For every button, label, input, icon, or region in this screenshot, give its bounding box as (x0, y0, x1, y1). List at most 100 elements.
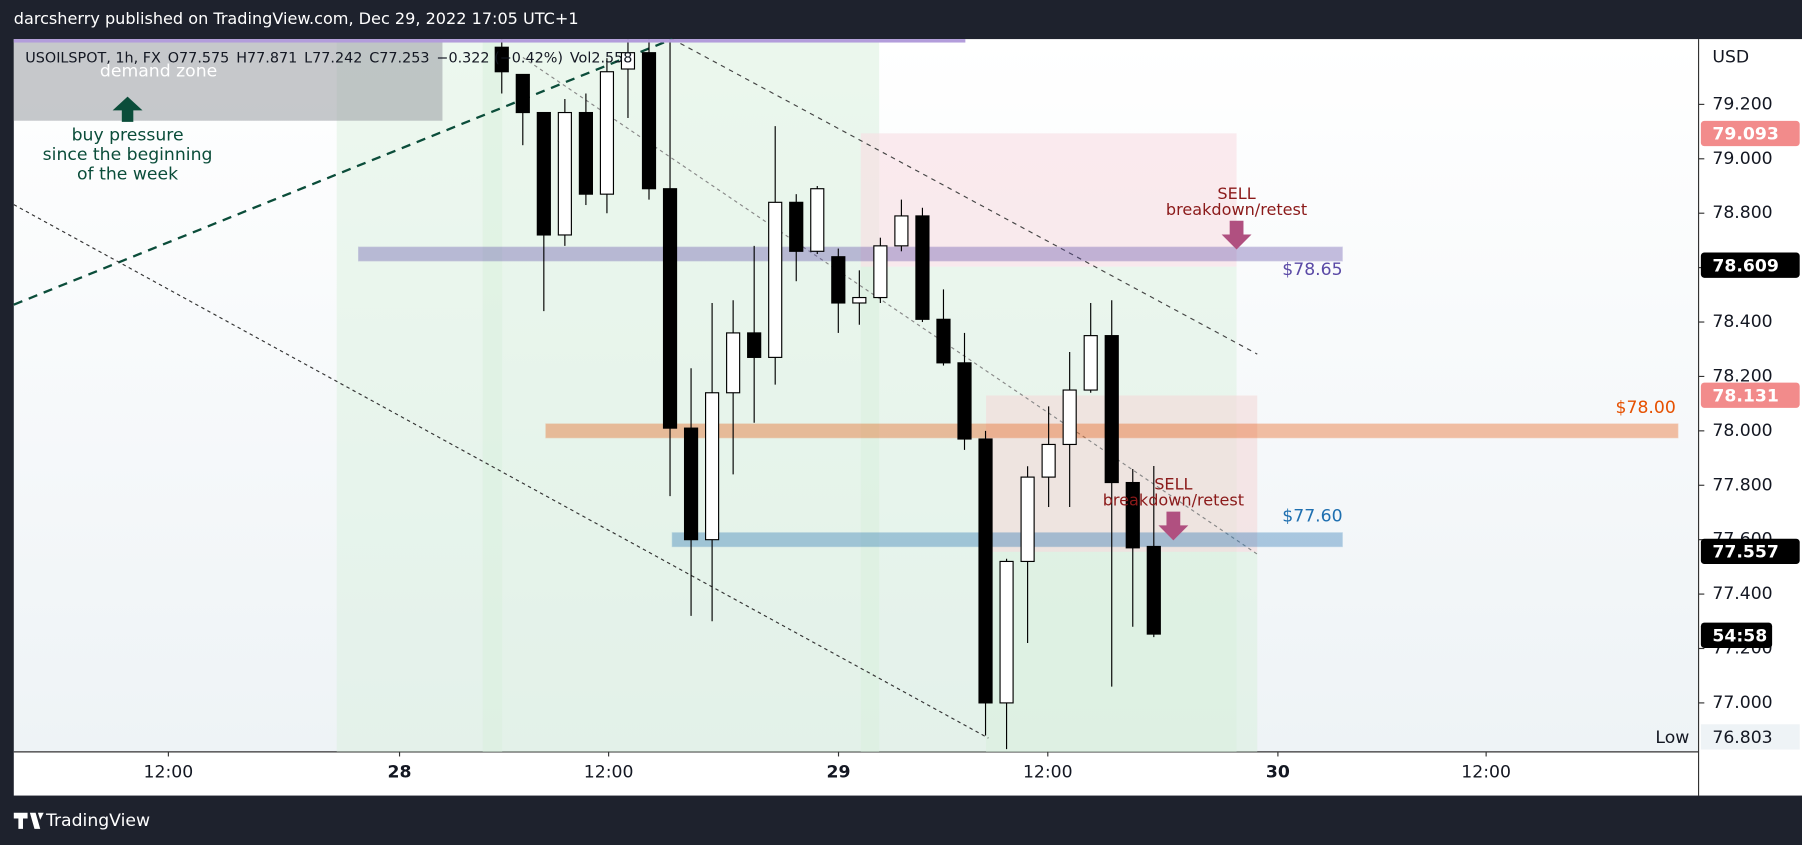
price-tag-label: 77.557 (1712, 543, 1779, 563)
low-label: Low (1655, 728, 1689, 748)
candle-body (1020, 476, 1035, 563)
level-label: $78.65 (1282, 260, 1342, 280)
x-tick-label: 12:00 (1461, 763, 1511, 783)
candle-body (999, 560, 1014, 704)
legend-item: USOILSPOT, 1h, FX (25, 51, 161, 67)
y-tick-label: 77.000 (1712, 693, 1772, 713)
y-tick-label: 78.200 (1712, 366, 1772, 386)
annotation: of the week (77, 165, 178, 185)
arrow (112, 96, 143, 122)
candle-body (705, 392, 720, 541)
level-zone (671, 532, 1343, 548)
candle-body (810, 188, 825, 252)
trend-line (13, 38, 673, 306)
x-tick-label: 28 (388, 763, 412, 783)
y-tick-label: 79.000 (1712, 149, 1772, 169)
candle-body (1041, 443, 1056, 478)
annotation: SELL (1217, 184, 1255, 203)
candle-body (599, 71, 615, 195)
candle-body (557, 111, 572, 236)
candle-body (536, 111, 551, 236)
footer-brand: TradingView (45, 811, 150, 831)
time-axis (13, 751, 1699, 796)
price-tag-label: 79.093 (1712, 125, 1779, 145)
candle-body (936, 318, 951, 364)
candle-body (957, 362, 972, 440)
annotation: demand zone (100, 61, 217, 81)
price-tag (1700, 538, 1800, 565)
candles (494, 39, 1161, 750)
logo (13, 812, 44, 829)
candle-body (641, 52, 657, 190)
candle-body (873, 245, 888, 299)
y-tick-label: 77.800 (1712, 475, 1772, 495)
y-tick-label: 78.800 (1712, 203, 1772, 223)
annotation: breakdown/retest (1103, 491, 1244, 510)
level-zone (357, 246, 1343, 262)
candle-body (915, 215, 930, 320)
y-tick-label: 77.400 (1712, 584, 1772, 604)
candle-body (1125, 481, 1140, 549)
legend-item: −0.322 (−0.42%) (436, 51, 563, 67)
price-axis (1698, 39, 1802, 796)
candle-body (978, 438, 993, 704)
y-tick-label: 78.000 (1712, 421, 1772, 441)
annotation: breakdown/retest (1166, 200, 1307, 219)
demand-zone (13, 39, 443, 121)
legend-item: Vol2.558 (570, 51, 633, 67)
arrow (1221, 220, 1252, 250)
candle-body (620, 52, 636, 70)
currency: USD (1712, 47, 1749, 67)
candle-body (1104, 335, 1119, 484)
candle-body (1083, 335, 1098, 391)
arrow (1158, 511, 1189, 541)
shade (336, 39, 503, 752)
candle-body (494, 46, 509, 73)
candle-body (831, 256, 846, 304)
price-tag (1700, 382, 1800, 408)
zone-edge (13, 39, 966, 43)
legend-item: C77.253 (369, 51, 429, 67)
candle-body (852, 296, 867, 304)
trend-line (13, 204, 989, 739)
y-tick-label: 79.200 (1712, 94, 1772, 114)
candle-body (578, 111, 593, 195)
price-tag-label: 78.609 (1712, 256, 1779, 276)
legend-item: L77.242 (304, 51, 362, 67)
candle-body (515, 73, 530, 114)
x-tick-label: 30 (1266, 763, 1290, 783)
legend-item: H77.871 (236, 51, 297, 67)
legend-item: O77.575 (168, 51, 230, 67)
annotation: since the beginning (43, 145, 213, 165)
candle-body (726, 332, 741, 394)
levels: $78.65 $78.00 $77.60 (357, 246, 1679, 548)
axis-labels: 77.00077.20077.40077.60077.80078.00078.2… (144, 94, 1800, 783)
trend-line (672, 38, 1258, 355)
x-tick-label: 29 (827, 763, 851, 783)
countdown: 54:58 (1712, 626, 1767, 646)
low-tag (1700, 724, 1800, 750)
countdown-tag (1700, 622, 1773, 648)
level-label: $78.00 (1616, 398, 1676, 418)
candle-body (894, 215, 909, 247)
low-value: 76.803 (1712, 728, 1772, 748)
candle-body (768, 201, 783, 358)
annotation: SELL (1154, 475, 1192, 494)
legend: USOILSPOT, 1h, FX O77.575 H77.871 L77.242 C7… (25, 51, 632, 67)
x-tick-label: 12:00 (584, 763, 634, 783)
candle-body (789, 201, 804, 252)
price-tag (1700, 120, 1800, 147)
price-tag (1700, 252, 1800, 278)
x-tick-label: 12:00 (144, 763, 194, 783)
candle-body (747, 332, 762, 358)
annotation: buy pressure (72, 126, 184, 146)
candle-body (683, 427, 699, 541)
candle-body (1062, 389, 1077, 446)
x-tick-label: 12:00 (1023, 763, 1073, 783)
candle-body (662, 188, 678, 429)
level-label: $77.60 (1282, 507, 1342, 527)
candle-body (1146, 545, 1161, 635)
header-title: darcsherry published on TradingView.com,… (14, 9, 579, 28)
